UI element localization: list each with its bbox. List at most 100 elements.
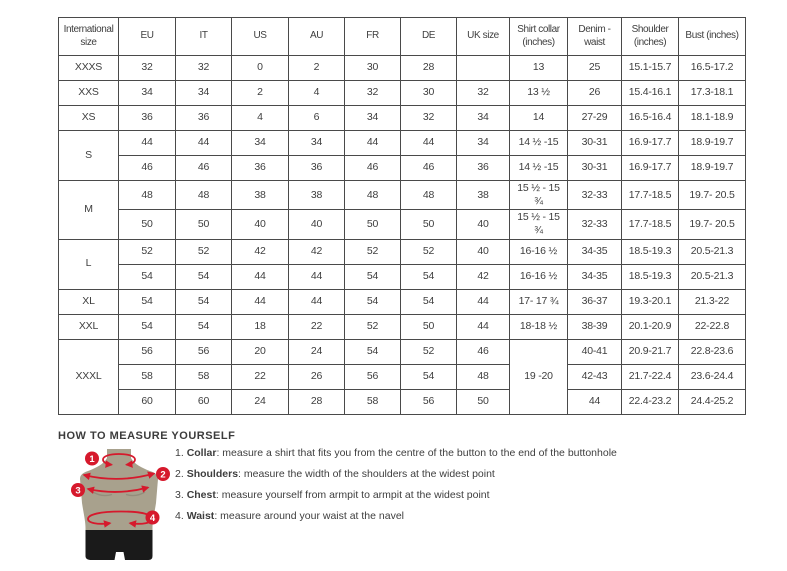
collar-cell: 14 [509,105,568,131]
table-cell: 44 [567,388,622,415]
mannequin-illustration: 1 2 3 4 [71,449,170,560]
collar-cell: 17- 17 ¾ [509,288,568,315]
table-cell: 19.7- 20.5 [678,179,746,211]
table-cell: 34-35 [567,263,622,290]
table-cell: 34 [456,105,510,131]
table-cell: 6 [288,105,345,131]
table-cell: 16.9-17.7 [621,130,679,156]
collar-arrow [102,453,136,468]
table-cell: 40 [231,209,289,240]
table-cell: 21.3-22 [678,288,746,315]
instruction-number: 3. [175,489,187,501]
table-cell: 16.5-16.4 [621,105,679,131]
table-cell: 20.5-21.3 [678,238,746,265]
table-cell: 34 [175,80,232,106]
table-cell: 48 [400,179,457,211]
table-cell: 40 [456,209,510,240]
table-cell: 30 [344,55,401,81]
table-cell: 18.5-19.3 [621,263,679,290]
table-cell: 46 [456,338,510,365]
table-cell: 52 [400,338,457,365]
table-cell: 44 [231,263,289,290]
instruction-number: 4. [175,510,187,522]
table-cell: 44 [231,288,289,315]
table-cell: 26 [288,363,345,390]
measure-instructions: 1. Collar: measure a shirt that fits you… [175,443,735,527]
size-cell: XL [58,288,119,315]
table-cell: 36 [118,105,176,131]
collar-cell: 13 [509,55,568,81]
table-cell: 50 [344,209,401,240]
table-cell: 50 [118,209,176,240]
table-cell: 58 [175,363,232,390]
size-cell: S [58,130,119,181]
table-cell: 32-33 [567,179,622,211]
table-cell: 50 [400,313,457,340]
table-cell: 22-22.8 [678,313,746,340]
instruction-text: : measure a shirt that fits you from the… [216,447,617,459]
size-table-header: International size EU IT US AU FR DE UK size Shi… [58,17,746,56]
table-cell: 34 [344,105,401,131]
table-cell: 44 [175,130,232,156]
table-cell: 54 [400,363,457,390]
table-cell: 22.4-23.2 [621,388,679,415]
table-header-cell: DE [400,17,457,56]
table-cell: 4 [231,105,289,131]
table-row: XXL 54 54 18 22 52 50 44 18-18 ½ 38-39 20.1-20.9 22… [58,313,746,340]
instruction-line-chest: 3. Chest: measure yourself from armpit t… [175,485,735,506]
table-cell: 50 [400,209,457,240]
table-cell: 32 [118,55,176,81]
table-cell: 44 [456,288,510,315]
table-cell: 17.3-18.1 [678,80,746,106]
table-cell: 50 [175,209,232,240]
table-header-cell: Denim - waist [567,17,622,56]
table-cell: 48 [175,179,232,211]
table-cell: 44 [288,263,345,290]
size-cell: XS [58,105,119,131]
collar-cell: 15 ½ - 15 ¾ [509,209,568,240]
table-cell: 44 [118,130,176,156]
table-cell: 44 [456,313,510,340]
table-cell: 42 [456,263,510,290]
table-cell: 0 [231,55,289,81]
table-cell: 50 [456,388,510,415]
table-header-cell: FR [344,17,401,56]
table-cell: 34 [118,80,176,106]
table-header-cell: Shoulder (inches) [621,17,679,56]
table-cell: 42 [231,238,289,265]
table-cell: 16.9-17.7 [621,155,679,181]
marker-4-badge: 4 [145,510,160,525]
table-header-cell: AU [288,17,345,56]
instruction-text: : measure around your waist at the navel [214,510,404,522]
table-cell [456,55,510,81]
table-cell: 20 [231,338,289,365]
chest-arrow [86,485,150,494]
table-cell: 28 [288,388,345,415]
instruction-number: 2. [175,468,187,480]
table-header-cell: Bust (inches) [678,17,746,56]
table-row: 58 58 22 26 56 54 48 42-43 21.7-22.4 23.6-24.4 [59,363,746,390]
table-cell: 2 [231,80,289,106]
table-header-cell: EU [118,17,176,56]
collar-cell: 18-18 ½ [509,313,568,340]
instruction-label: Collar [186,447,217,459]
table-cell: 48 [456,363,510,390]
shoulders-arrow [82,471,156,481]
table-cell: 27-29 [567,105,622,131]
table-cell: 52 [118,238,176,265]
table-cell: 46 [344,155,401,181]
size-cell: XXL [58,313,119,340]
marker-2-number: 2 [160,470,165,481]
table-row: 50 50 40 40 50 50 40 15 ½ - 15 ¾ 32-33 17.7-18.5 1… [59,209,746,240]
table-cell: 46 [118,155,176,181]
instruction-text: : measure the width of the shoulders at … [238,468,495,480]
marker-4-number: 4 [150,513,156,524]
table-cell: 56 [118,338,176,365]
table-cell: 30 [400,80,457,106]
table-cell: 22.8-23.6 [678,338,746,365]
table-cell: 17.7-18.5 [621,179,679,211]
size-cell: XXS [58,80,119,106]
table-cell: 52 [344,313,401,340]
table-cell: 36 [175,105,232,131]
table-cell: 18 [231,313,289,340]
